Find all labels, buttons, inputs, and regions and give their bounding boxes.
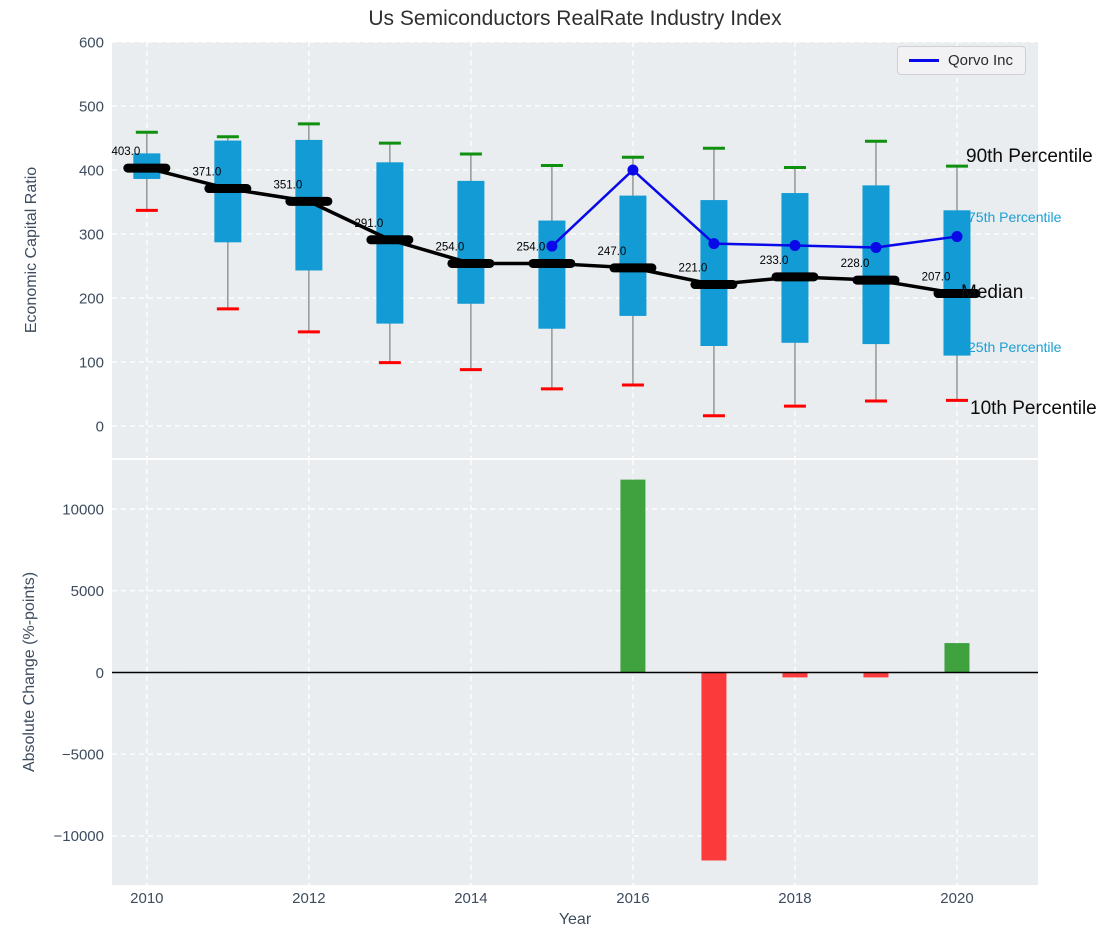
median-value-label: 247.0	[598, 246, 627, 258]
change-bar-2019	[863, 672, 889, 678]
annotation-10th-percentile: 10th Percentile	[970, 398, 1097, 419]
median-value-label: 254.0	[436, 241, 465, 253]
qorvo-line-sample	[909, 59, 939, 62]
top-y-tick-label: 500	[79, 98, 104, 115]
iqr-box	[619, 195, 647, 316]
qorvo-line	[551, 168, 958, 249]
median-value-label: 207.0	[922, 272, 951, 284]
top-y-axis-label: Economic Capital Ratio	[23, 166, 40, 334]
x-tick-label: 2018	[778, 890, 811, 907]
boxplot-2018	[781, 165, 809, 408]
x-tick-label: 2014	[454, 890, 487, 907]
top-y-tick-label: 100	[79, 354, 104, 371]
bottom-y-axis-label: Absolute Change (%-points)	[21, 571, 38, 773]
qorvo-point-2018	[789, 240, 801, 252]
qorvo-point-2015	[546, 240, 558, 252]
median-value-label: 233.0	[760, 255, 789, 267]
iqr-box	[457, 180, 485, 304]
change-bar-2018	[782, 672, 808, 678]
bottom-y-tick-label: −10000	[54, 828, 104, 845]
iqr-box	[862, 185, 890, 345]
x-axis-label: Year	[558, 911, 592, 928]
boxplot-2015	[538, 164, 566, 391]
median-value-label: 351.0	[273, 179, 302, 191]
bottom-y-tick-label: 5000	[71, 583, 104, 600]
x-tick-label: 2020	[940, 890, 973, 907]
boxplot-2014	[457, 152, 485, 372]
x-tick-label: 2016	[616, 890, 649, 907]
annotation-25th-percentile: 25th Percentile	[968, 339, 1062, 355]
change-bar-2016	[620, 479, 646, 673]
median-value-label: 403.0	[111, 146, 140, 158]
change-bar-2020	[944, 643, 970, 673]
qorvo-point-2020	[951, 231, 963, 243]
top-y-tick-label: 300	[79, 226, 104, 243]
bottom-y-tick-label: 10000	[62, 501, 104, 518]
median-value-label: 228.0	[841, 258, 870, 270]
top-y-tick-label: 0	[96, 418, 104, 435]
qorvo-point-2019	[870, 241, 882, 253]
median-value-label: 221.0	[679, 263, 708, 275]
top-y-tick-label: 400	[79, 162, 104, 179]
top-y-tick-label: 600	[79, 34, 104, 51]
median-value-label: 371.0	[192, 167, 221, 179]
change-bar-2017	[701, 672, 727, 861]
chart-title: Us Semiconductors RealRate Industry Inde…	[368, 7, 782, 30]
boxplot-2019	[862, 139, 890, 403]
x-tick-label: 2012	[292, 890, 325, 907]
legend-label: Qorvo Inc	[948, 52, 1014, 69]
annotation-90th-percentile: 90th Percentile	[966, 146, 1093, 167]
median-value-label: 254.0	[517, 241, 546, 253]
top-panel-bg	[112, 42, 1038, 458]
median-value-label: 291.0	[354, 218, 383, 230]
legend: Qorvo Inc	[897, 46, 1027, 75]
iqr-box	[700, 200, 728, 346]
bottom-y-tick-label: −5000	[62, 746, 104, 763]
qorvo-point-2017	[708, 238, 720, 250]
top-y-tick-label: 200	[79, 290, 104, 307]
annotation-75th-percentile: 75th Percentile	[968, 209, 1062, 225]
qorvo-point-2016	[627, 164, 639, 176]
bottom-y-tick-label: 0	[96, 665, 104, 682]
annotation-median: Median	[961, 282, 1024, 303]
x-tick-label: 2010	[130, 890, 163, 907]
iqr-box	[781, 193, 809, 343]
